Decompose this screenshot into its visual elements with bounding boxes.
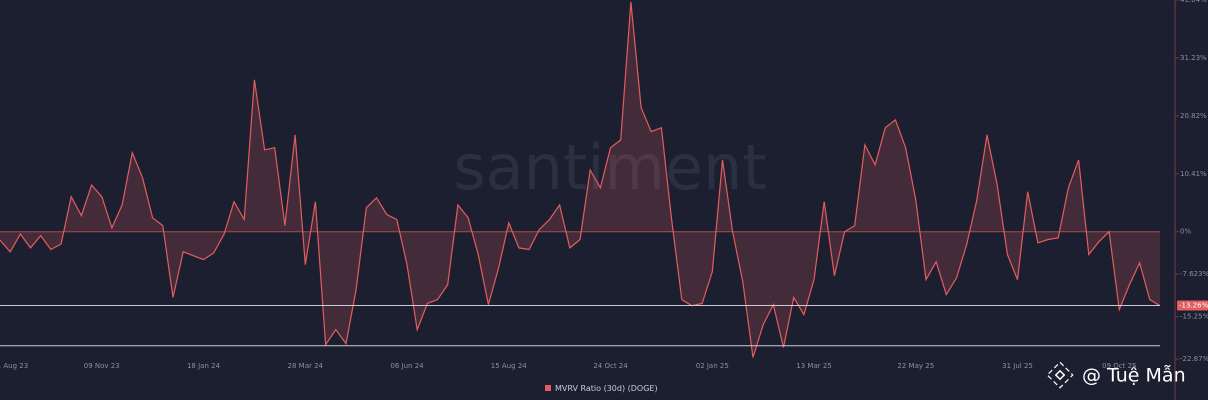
x-tick-label: 09 Nov 23 [84, 362, 120, 370]
y-tick-label: 20.82% [1180, 112, 1207, 120]
y-tick-label: 31.23% [1180, 54, 1207, 62]
x-tick-label: 24 Oct 24 [593, 362, 628, 370]
y-tick-label: -15.25% [1180, 313, 1208, 321]
x-tick-label: 22 May 25 [897, 362, 934, 370]
y-tick-label: 10.41% [1180, 170, 1207, 178]
y-tick-label: -7.623% [1180, 270, 1208, 278]
y-tick-label: -22.87% [1180, 355, 1208, 363]
x-tick-label: 21 Aug 23 [0, 362, 28, 370]
series-line [0, 1, 1161, 358]
x-tick-label: 13 Mar 25 [796, 362, 831, 370]
watermark: santiment [453, 131, 766, 204]
x-tick-label: 18 Jan 24 [187, 362, 221, 370]
y-tick-label: 41.64% [1180, 0, 1207, 4]
legend-label: MVRV Ratio (30d) (DOGE) [555, 384, 658, 393]
credit: @ Tuệ Mẫn [1082, 364, 1186, 387]
x-tick-label: 06 Jun 24 [390, 362, 424, 370]
legend-swatch [545, 385, 551, 391]
x-tick-label: 09 Oct 25 [1102, 362, 1136, 370]
x-tick-label: 15 Aug 24 [491, 362, 527, 370]
reference-label: -13.26% [1179, 302, 1208, 310]
y-tick-label: 0% [1180, 228, 1191, 236]
x-tick-label: 31 Jul 25 [1002, 362, 1033, 370]
x-tick-label: 02 Jan 25 [696, 362, 729, 370]
reference-label-box [1177, 300, 1208, 311]
x-tick-label: 28 Mar 24 [288, 362, 324, 370]
